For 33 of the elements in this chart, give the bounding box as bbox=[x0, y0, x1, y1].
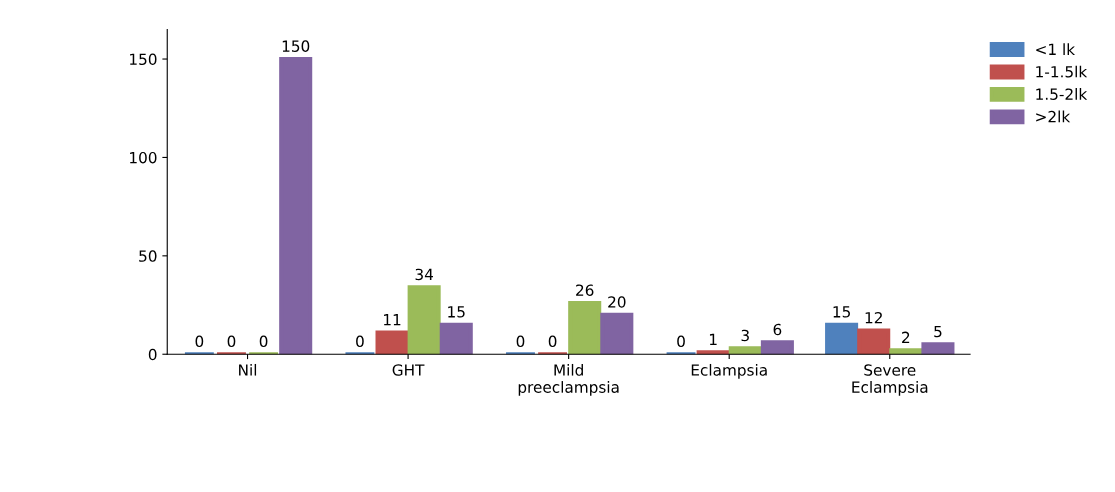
x-tick-label: GHT bbox=[392, 364, 425, 376]
x-tick-label: Severe Eclampsia bbox=[852, 364, 928, 396]
x-tick-label: Nil bbox=[239, 363, 257, 376]
x-tick-label: Eclampsia bbox=[691, 363, 767, 379]
data-label: 0 bbox=[516, 335, 525, 348]
data-label: 0 bbox=[227, 335, 236, 348]
data-label: 5 bbox=[934, 325, 942, 338]
data-label: 0 bbox=[677, 335, 685, 348]
data-label: 0 bbox=[259, 335, 268, 348]
legend-label: >2lk bbox=[1036, 110, 1071, 123]
data-label: 34 bbox=[415, 268, 434, 281]
data-label: 150 bbox=[282, 40, 310, 52]
data-label: 0 bbox=[195, 335, 204, 348]
data-label: 1 bbox=[709, 333, 717, 345]
data-label: 15 bbox=[833, 306, 850, 318]
data-label: 2 bbox=[902, 331, 910, 343]
data-label: 11 bbox=[383, 314, 401, 326]
y-tick-label: 0 bbox=[148, 348, 157, 361]
y-tick-label: 100 bbox=[130, 151, 157, 164]
legend-label: 1-1.5lk bbox=[1036, 65, 1088, 78]
data-label: 12 bbox=[865, 311, 882, 324]
legend-label: <1 lk bbox=[1036, 43, 1076, 55]
data-label: 0 bbox=[548, 335, 557, 348]
data-label: 3 bbox=[741, 329, 749, 342]
data-label: 15 bbox=[448, 306, 465, 318]
y-tick-label: 150 bbox=[130, 53, 157, 66]
x-tick-label: Mild preeclampsia bbox=[518, 363, 619, 396]
legend-label: 1.5-2lk bbox=[1036, 88, 1088, 100]
data-label: 20 bbox=[608, 296, 626, 308]
data-label: 6 bbox=[773, 323, 782, 336]
y-tick-label: 50 bbox=[139, 250, 157, 262]
data-label: 26 bbox=[576, 284, 594, 296]
data-label: 0 bbox=[356, 335, 364, 348]
